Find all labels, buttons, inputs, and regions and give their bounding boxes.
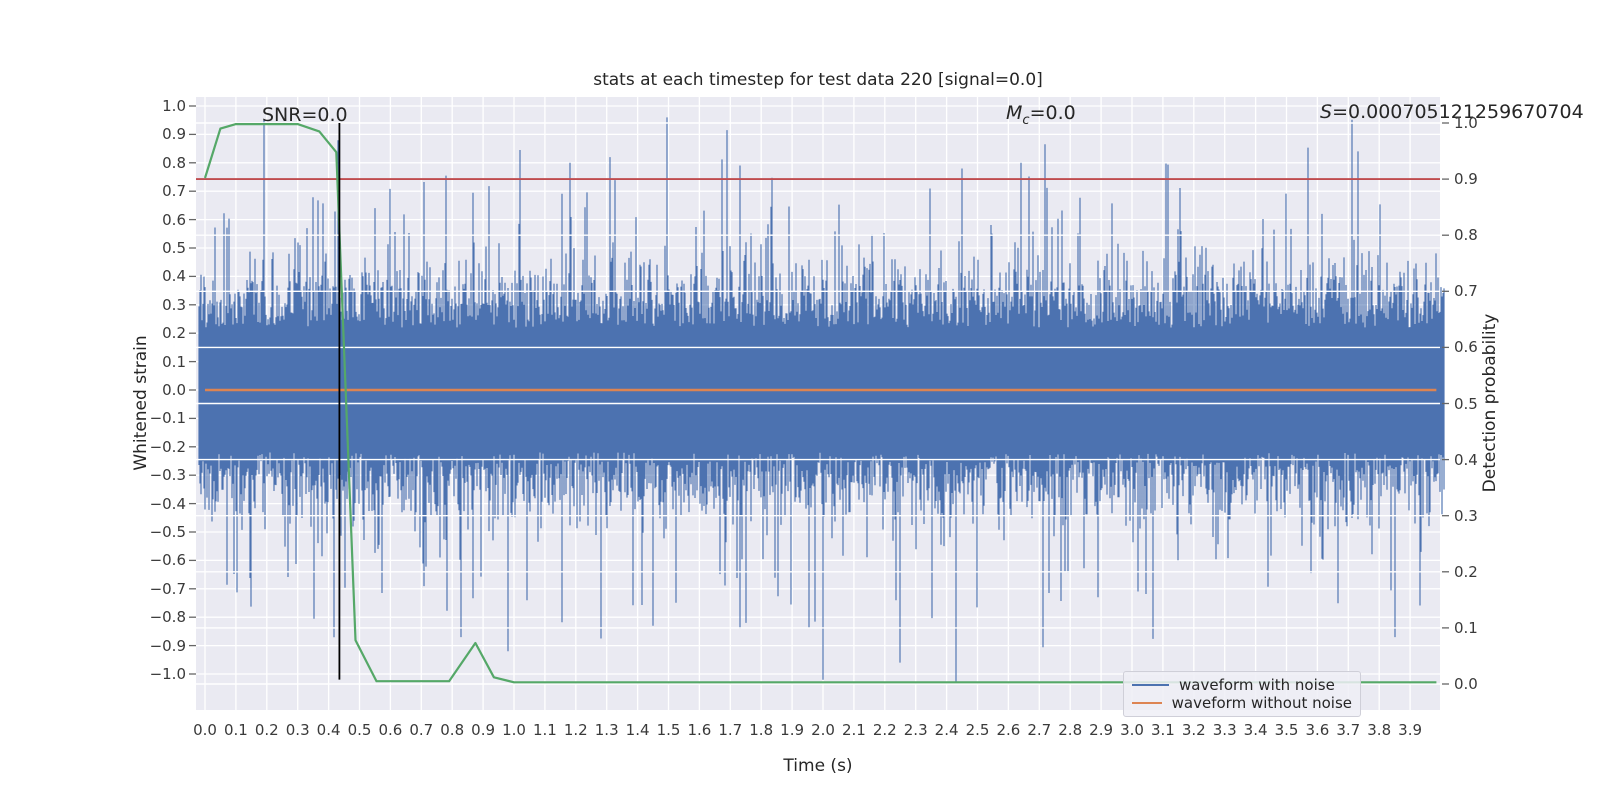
chirp-mass-symbol: M [1006,102,1023,124]
left-y-tick-label-0.9: 0.9 [162,125,186,144]
right-y-tick-label-0.7: 0.7 [1454,282,1478,301]
x-tick-label-0.7: 0.7 [409,721,434,739]
x-tick-label-1.6: 1.6 [687,721,712,739]
left-y-tick-label-−0.4: −0.4 [149,494,186,513]
left-y-tick-label-−1.0: −1.0 [149,665,186,683]
left-y-tick-label-1.0: 1.0 [162,97,186,115]
x-tick-label-2.9: 2.9 [1089,721,1114,739]
left-y-tick-label-0.1: 0.1 [162,352,186,371]
x-tick-label-2.7: 2.7 [1027,721,1052,739]
x-tick-label-0.9: 0.9 [471,721,496,739]
legend-label: waveform with noise [1179,676,1335,694]
left-axis-label: Whitened strain [131,335,151,471]
right-y-tick-label-0.6: 0.6 [1454,338,1478,357]
chirp-mass-annotation: Mc=0.0 [1006,102,1076,128]
right-y-tick-label-0.0: 0.0 [1454,675,1478,693]
detection-probability-line [203,122,1437,684]
left-y-tick-label-−0.2: −0.2 [149,437,186,456]
right-y-tick-label-0.4: 0.4 [1454,450,1478,469]
left-y-tick-label-−0.9: −0.9 [149,636,186,655]
x-tick-label-1.1: 1.1 [532,721,557,739]
chirp-mass-value: =0.0 [1029,102,1076,124]
x-tick-label-0.8: 0.8 [440,721,465,739]
x-tick-label-1.3: 1.3 [594,721,619,739]
x-tick-label-1.4: 1.4 [625,721,650,739]
x-tick-label-3.1: 3.1 [1150,721,1175,739]
x-tick-label-3.3: 3.3 [1212,721,1237,739]
x-tick-label-2.1: 2.1 [841,721,866,739]
statistic-symbol: S [1320,101,1333,123]
left-y-tick-label-0.8: 0.8 [162,153,186,172]
right-y-tick-label-0.5: 0.5 [1454,394,1478,413]
left-y-tick-label-0.7: 0.7 [162,182,186,201]
legend-entry-1: waveform without noise [1132,694,1352,712]
left-y-tick-label-−0.3: −0.3 [149,466,186,485]
x-tick-label-3.8: 3.8 [1367,721,1392,739]
left-y-tick-label-−0.7: −0.7 [149,579,186,598]
x-tick-label-1.7: 1.7 [718,721,743,739]
x-tick-label-2.2: 2.2 [872,721,897,739]
left-y-tick-label-−0.1: −0.1 [149,409,186,428]
legend-line-swatch [1132,684,1169,686]
statistic-annotation: S=0.000705121259670704 [1320,101,1584,123]
chart-title: stats at each timestep for test data 220… [593,70,1043,90]
x-tick-label-1.8: 1.8 [749,721,774,739]
x-tick-label-0.2: 0.2 [254,721,279,739]
x-tick-label-2.4: 2.4 [934,721,959,739]
legend-label: waveform without noise [1171,694,1352,712]
x-tick-label-0.3: 0.3 [285,721,310,739]
left-y-tick-label-0.4: 0.4 [162,267,186,286]
snr-annotation: SNR=0.0 [262,104,348,126]
x-tick-label-2.3: 2.3 [903,721,928,739]
x-tick-label-3.4: 3.4 [1243,721,1268,739]
left-y-tick-label-0.2: 0.2 [162,324,186,343]
right-y-tick-label-1.0: 1.0 [1454,114,1478,132]
chirp-mass-subscript: c [1022,112,1030,128]
left-y-tick-label-−0.8: −0.8 [149,608,186,627]
left-y-tick-label-0.6: 0.6 [162,210,186,229]
right-y-tick-label-0.1: 0.1 [1454,618,1478,637]
x-tick-label-3.6: 3.6 [1305,721,1330,739]
x-tick-label-3.2: 3.2 [1181,721,1206,739]
x-tick-label-3.9: 3.9 [1398,721,1423,739]
x-tick-label-1.5: 1.5 [656,721,681,739]
right-y-tick-label-0.3: 0.3 [1454,506,1478,525]
x-tick-label-3.5: 3.5 [1274,721,1299,739]
legend-entry-0: waveform with noise [1132,676,1352,694]
x-tick-label-3.7: 3.7 [1336,721,1361,739]
x-tick-label-3.0: 3.0 [1120,721,1144,739]
left-y-tick-label-0.3: 0.3 [162,295,186,314]
left-y-tick-label-−0.6: −0.6 [149,551,186,570]
right-y-tick-label-0.2: 0.2 [1454,562,1478,581]
right-y-tick-label-0.9: 0.9 [1454,170,1478,189]
x-axis-label: Time (s) [783,756,853,776]
x-tick-label-0.1: 0.1 [223,721,248,739]
left-y-tick-label-0.0: 0.0 [162,381,186,399]
left-y-tick-label-−0.5: −0.5 [149,523,186,541]
x-tick-label-0.6: 0.6 [378,721,403,739]
x-tick-label-2.0: 2.0 [811,721,835,739]
x-tick-label-0.5: 0.5 [347,721,372,739]
x-tick-label-1.2: 1.2 [563,721,588,739]
x-tick-label-2.5: 2.5 [965,721,990,739]
statistic-value: =0.000705121259670704 [1332,101,1584,123]
legend-line-swatch [1132,702,1162,704]
x-tick-label-1.0: 1.0 [502,721,526,739]
x-tick-label-2.8: 2.8 [1058,721,1083,739]
left-y-tick-label-0.5: 0.5 [162,239,186,257]
legend-box: waveform with noise waveform without nois… [1123,671,1361,717]
x-tick-label-0.4: 0.4 [316,721,341,739]
x-tick-label-2.6: 2.6 [996,721,1021,739]
x-tick-label-0.0: 0.0 [193,721,217,739]
x-tick-label-1.9: 1.9 [780,721,805,739]
right-axis-label: Detection probability [1480,313,1500,493]
right-y-tick-label-0.8: 0.8 [1454,226,1478,245]
